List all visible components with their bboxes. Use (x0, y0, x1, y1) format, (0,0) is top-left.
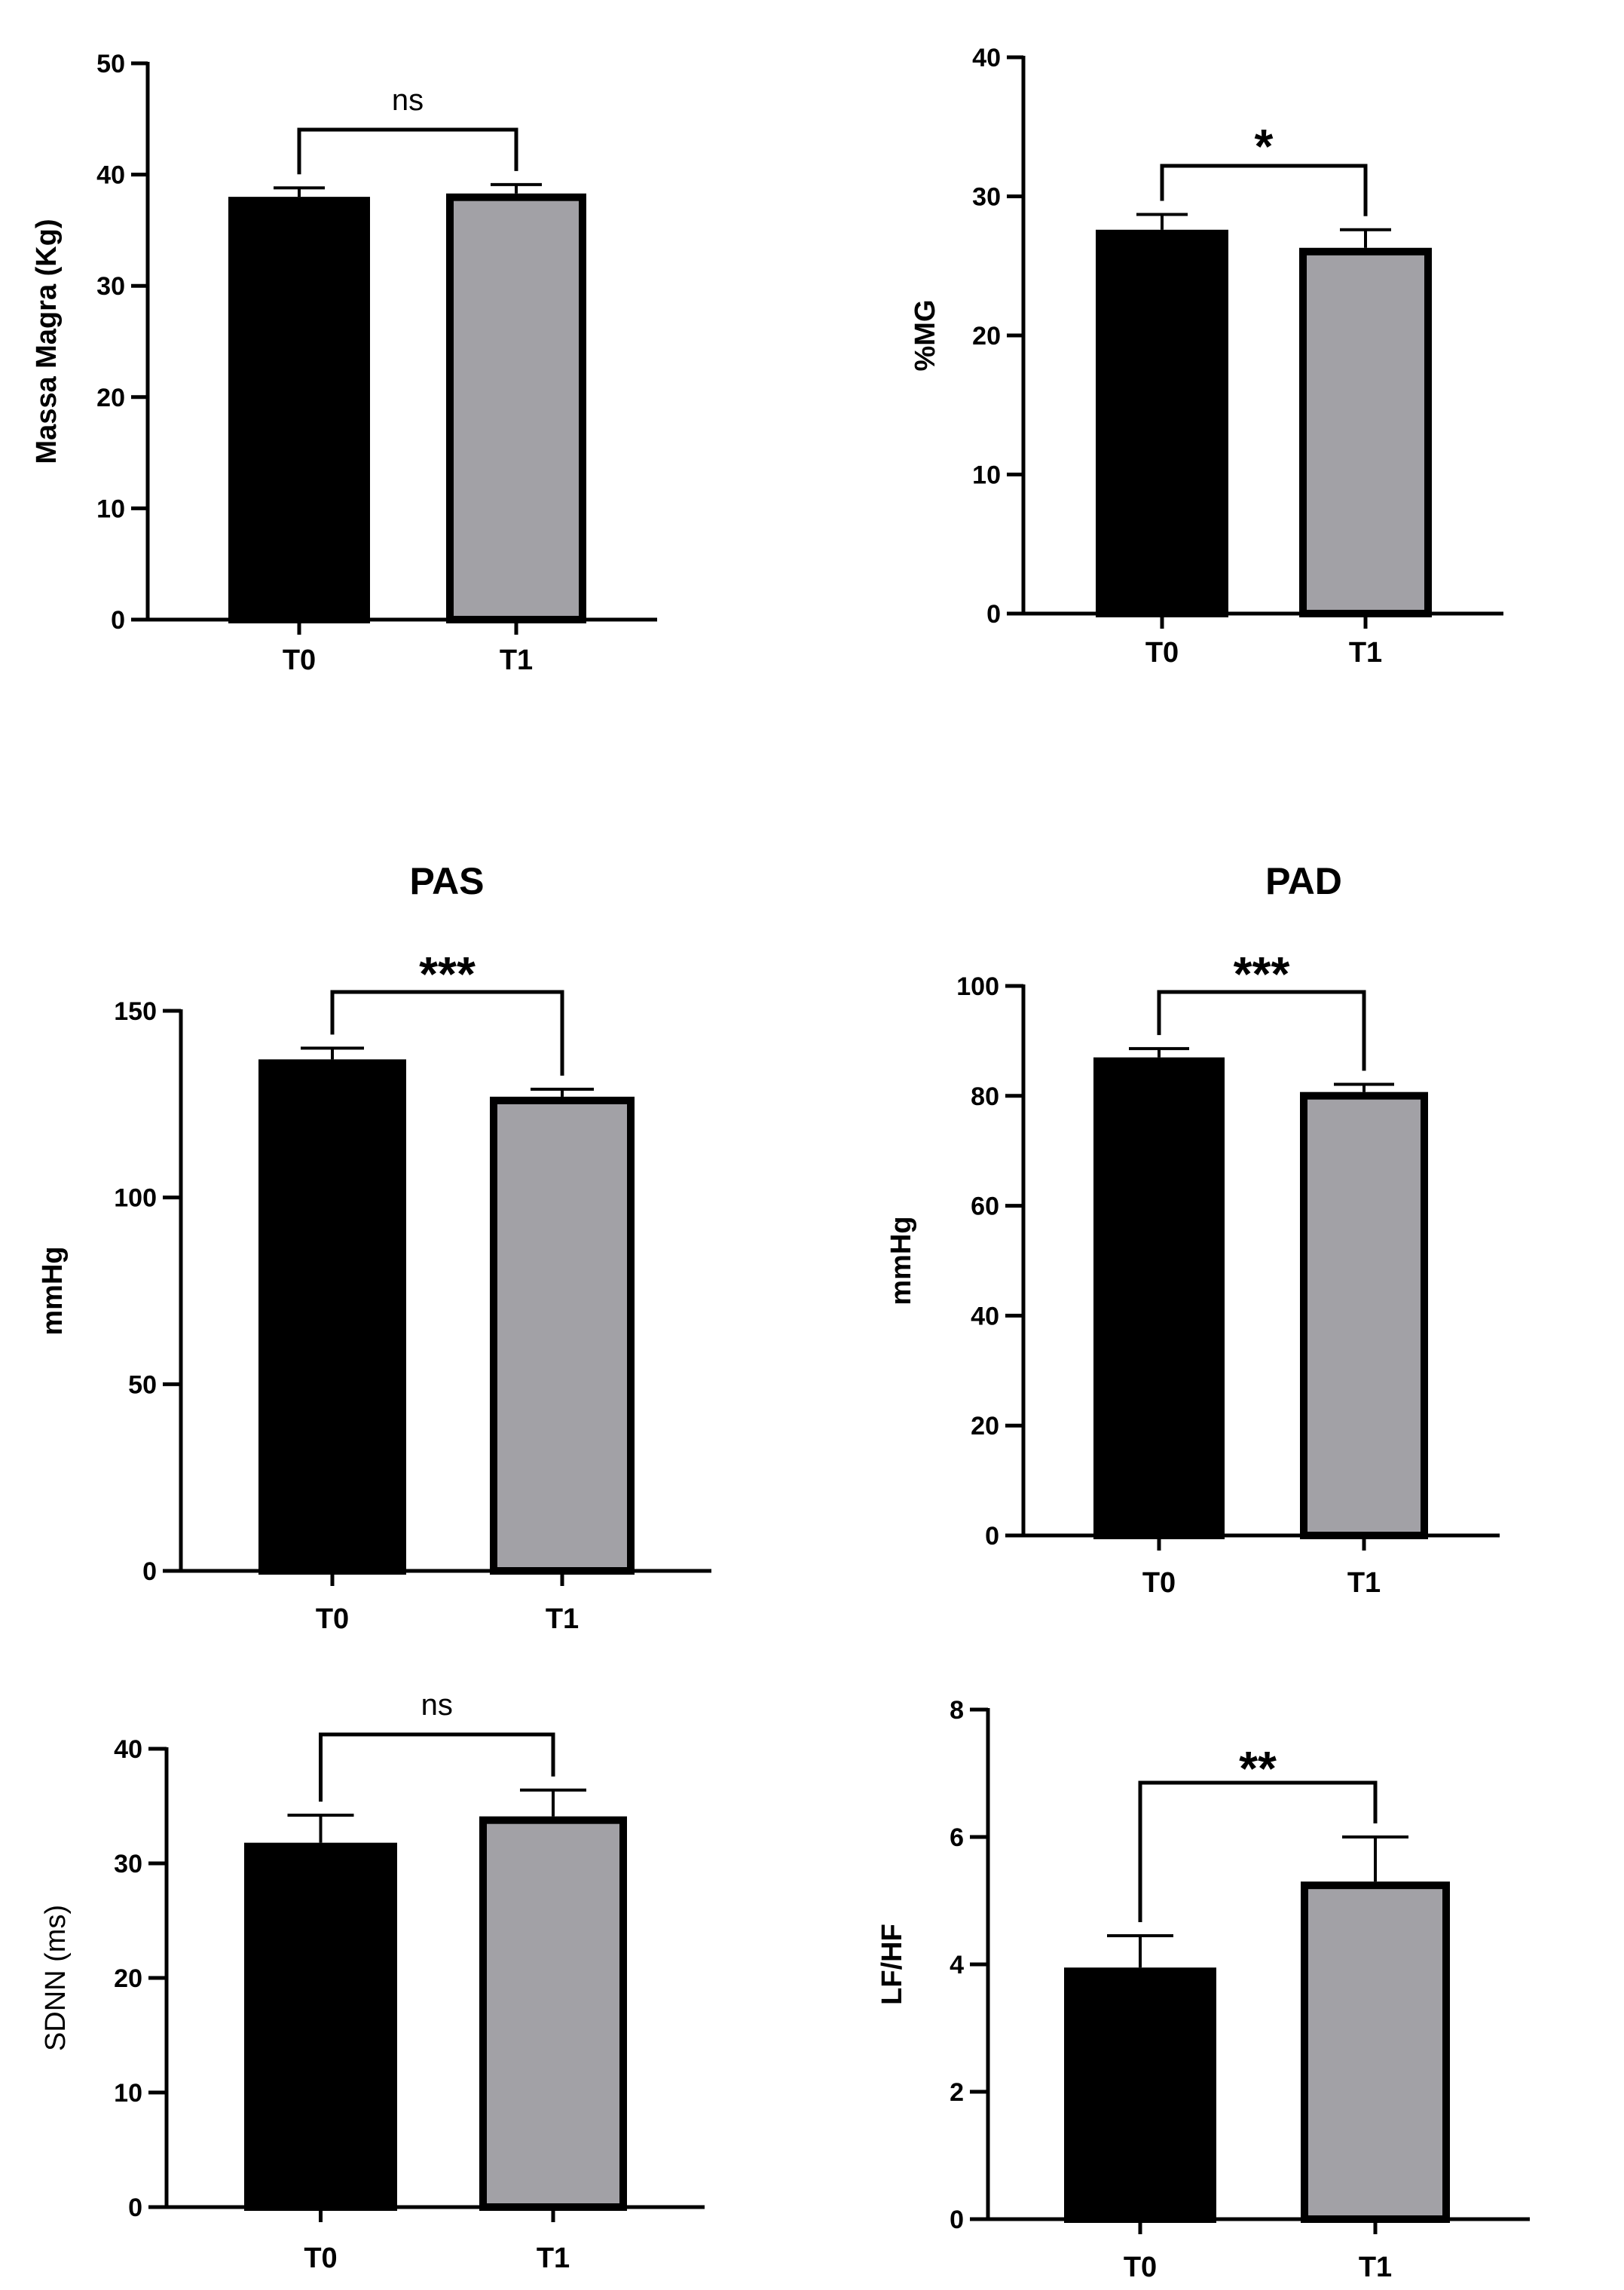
y-axis-label: Massa Magra (Kg) (31, 219, 63, 464)
significance-bracket (1160, 164, 1368, 216)
significance-label: ns (421, 1688, 453, 1722)
x-tick-label: T1 (1349, 637, 1382, 669)
x-tick-label: T1 (1347, 1567, 1381, 1599)
bar-t1 (1300, 1091, 1428, 1539)
y-tick-label: 10 (96, 494, 125, 523)
bar-t1 (446, 193, 586, 623)
bar-t0 (258, 1059, 406, 1575)
y-tick-label: 0 (128, 2194, 142, 2222)
y-tick-label: 10 (114, 2079, 142, 2108)
x-tick-label: T1 (537, 2243, 570, 2274)
y-tick-label: 30 (972, 183, 1001, 212)
y-tick-label: 20 (971, 1412, 999, 1440)
y-tick-label: 30 (114, 1850, 142, 1878)
y-axis-label: SDNN (ms) (40, 1905, 72, 2051)
y-tick-label: 0 (142, 1557, 157, 1586)
chart-title: PAS (409, 860, 484, 902)
y-axis-label: mmHg (37, 1246, 69, 1335)
y-tick-label: 40 (971, 1302, 999, 1330)
significance-bracket (319, 1732, 555, 1802)
chart-panel-5: 0 10 20 30 40 SDNN (ms) T0 T1 ns (40, 1688, 705, 2274)
x-tick-label: T1 (1359, 2252, 1392, 2283)
y-tick-label: 150 (114, 997, 157, 1026)
bar-t0 (244, 1842, 397, 2211)
significance-label: *** (419, 947, 476, 1001)
y-tick-label: 80 (971, 1082, 999, 1111)
y-tick-label: 50 (96, 50, 125, 78)
significance-label: *** (1234, 947, 1290, 1001)
y-tick-label: 6 (950, 1823, 964, 1852)
y-tick-label: 0 (986, 600, 1001, 629)
chart-panel-1: 0 10 20 30 40 50 Massa Magra (Kg) T0 T1 ns (31, 50, 657, 676)
y-tick-label: 4 (950, 1951, 964, 1979)
chart-panel-3: PAS 0 50 100 150 mmHg T0 T1 *** (37, 860, 711, 1635)
y-tick-label: 10 (972, 461, 1001, 490)
y-tick-label: 0 (111, 606, 125, 635)
y-tick-label: 0 (985, 1522, 999, 1551)
significance-bracket (1138, 1780, 1378, 1922)
y-tick-label: 2 (950, 2078, 964, 2107)
x-tick-label: T1 (500, 644, 533, 676)
significance-bracket (1157, 990, 1366, 1071)
y-tick-label: 60 (971, 1192, 999, 1221)
y-tick-label: 20 (114, 1964, 142, 1993)
chart-panel-2: 0 10 20 30 40 %MG T0 T1 * (910, 44, 1503, 669)
significance-label: ** (1239, 1741, 1277, 1796)
significance-label: * (1255, 119, 1274, 173)
y-tick-label: 40 (972, 44, 1001, 72)
y-tick-label: 8 (950, 1696, 964, 1725)
y-tick-label: 100 (114, 1184, 157, 1213)
bar-t1 (479, 1816, 627, 2211)
x-tick-label: T0 (316, 1603, 349, 1635)
x-tick-label: T0 (1124, 2252, 1157, 2283)
x-tick-label: T0 (304, 2243, 337, 2274)
bar-t0 (1093, 1057, 1225, 1539)
y-tick-label: 0 (950, 2206, 964, 2234)
y-axis-label: %MG (910, 300, 941, 372)
significance-bracket (330, 990, 564, 1076)
bar-t1 (1299, 247, 1432, 617)
y-tick-label: 30 (96, 272, 125, 301)
y-tick-label: 20 (96, 384, 125, 412)
bar-t1 (1301, 1881, 1450, 2223)
x-tick-label: T0 (1145, 637, 1179, 669)
y-axis-label: LF/HF (876, 1924, 908, 2005)
bar-t0 (228, 197, 370, 623)
x-tick-label: T0 (1142, 1567, 1176, 1599)
y-tick-label: 20 (972, 322, 1001, 351)
y-tick-label: 100 (956, 972, 999, 1001)
x-tick-label: T0 (283, 644, 316, 676)
bar-t1 (490, 1096, 635, 1575)
chart-panel-6: 0 2 4 6 8 LF/HF T0 T1 ** (876, 1696, 1530, 2283)
bar-t0 (1064, 1967, 1216, 2224)
y-tick-label: 40 (96, 161, 125, 190)
y-tick-label: 50 (128, 1370, 157, 1399)
bar-t0 (1096, 229, 1228, 617)
y-axis-label: mmHg (885, 1216, 917, 1305)
chart-panel-4: PAD 0 20 40 60 80 100 mmHg T0 T1 *** (885, 860, 1500, 1599)
y-tick-label: 40 (114, 1735, 142, 1764)
significance-label: ns (392, 84, 424, 117)
x-tick-label: T1 (546, 1603, 579, 1635)
significance-bracket (297, 127, 518, 175)
chart-title: PAD (1265, 860, 1342, 902)
